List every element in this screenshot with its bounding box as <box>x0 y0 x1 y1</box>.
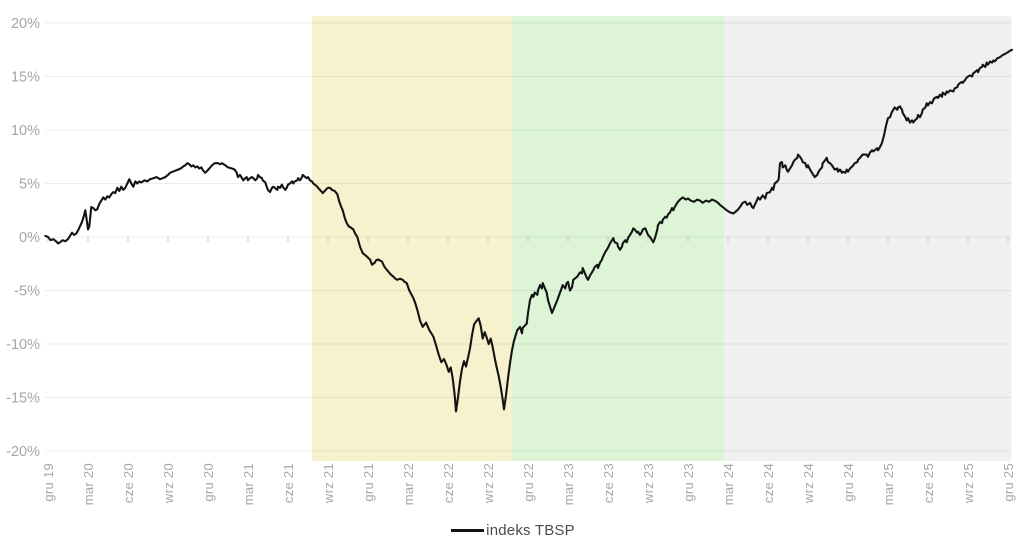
x-axis-label: wrz 24 <box>801 463 816 504</box>
x-axis-label: gru 21 <box>361 463 376 502</box>
highlight-band-yellow <box>312 16 512 461</box>
x-axis-label: wrz 25 <box>961 463 976 504</box>
legend-line-swatch <box>451 529 485 532</box>
x-axis-label: wrz 23 <box>641 463 656 504</box>
x-axis-label: gru 22 <box>521 463 536 502</box>
x-axis-label: mar 24 <box>721 463 736 505</box>
legend: indeks TBSP <box>0 522 1026 539</box>
legend-label: indeks TBSP <box>486 522 575 539</box>
x-axis-label: mar 22 <box>401 463 416 505</box>
y-axis-label: -5% <box>14 284 40 300</box>
x-axis-label: cze 24 <box>761 463 776 503</box>
y-axis-label: 20% <box>11 16 40 32</box>
y-axis-label: -10% <box>6 337 40 353</box>
y-axis-label: 0% <box>19 230 40 246</box>
y-axis-label: 10% <box>11 123 40 139</box>
y-axis-label: -20% <box>6 444 40 460</box>
x-axis-label: cze 20 <box>121 463 136 503</box>
x-axis-label: wrz 20 <box>161 463 176 504</box>
y-axis-label: -15% <box>6 391 40 407</box>
x-axis-label: wrz 21 <box>321 463 336 504</box>
x-axis-label: cze 21 <box>281 463 296 503</box>
highlight-band-gray <box>724 16 1012 461</box>
x-axis-label: mar 21 <box>241 463 256 505</box>
series-line-indeks-tbsp <box>44 48 1014 413</box>
x-axis-label: gru 25 <box>1001 463 1016 502</box>
x-axis-label: mar 25 <box>881 463 896 505</box>
x-axis-label: cze 25 <box>921 463 936 503</box>
y-axis-label: 5% <box>19 177 40 193</box>
x-axis-label: gru 19 <box>41 463 56 502</box>
y-axis-label: 15% <box>11 70 40 86</box>
x-axis-label: gru 23 <box>681 463 696 502</box>
x-axis-label: mar 23 <box>561 463 576 505</box>
highlight-band-green <box>511 16 724 461</box>
x-axis-label: cze 22 <box>441 463 456 503</box>
x-axis-label: gru 20 <box>201 463 216 502</box>
x-axis-label: cze 23 <box>601 463 616 503</box>
x-axis-label: mar 20 <box>81 463 96 505</box>
x-axis-label: gru 24 <box>841 463 856 502</box>
x-axis-label: wrz 22 <box>481 463 496 504</box>
